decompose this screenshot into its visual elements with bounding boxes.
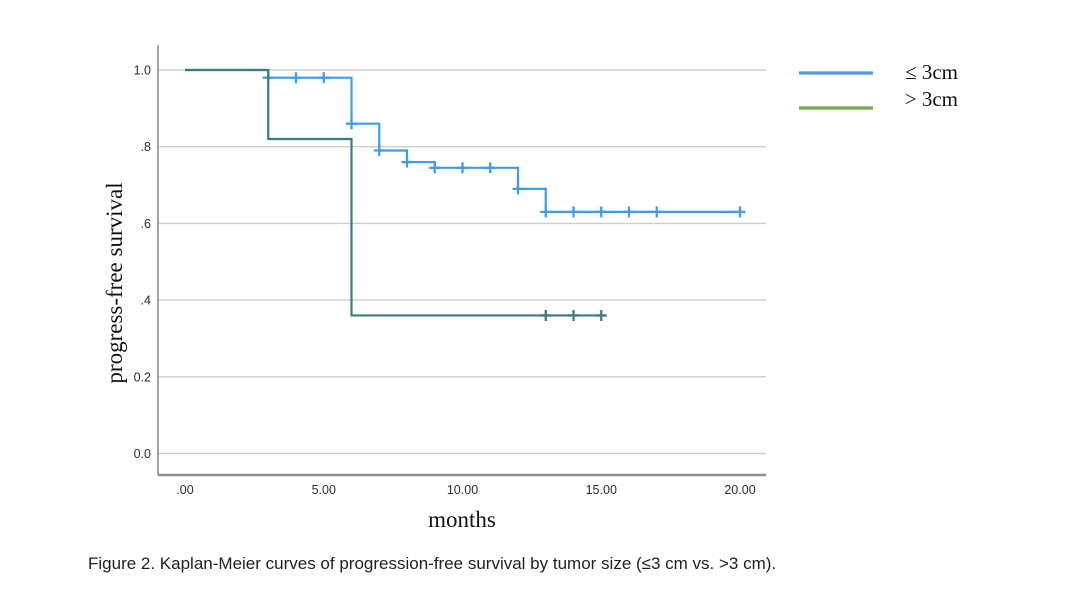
legend-label-lte-3cm: ≤ 3cm [905,60,958,84]
censor-mark [568,206,579,218]
x-tick-label-5.00: 5.00 [312,483,336,497]
x-tick-label-10.00: 10.00 [447,483,478,497]
censor-mark [734,206,746,218]
legend-label-gt-3cm: > 3cm [905,87,958,111]
censor-mark [318,72,330,84]
y-tick-label-.4: .4 [141,294,151,308]
y-tick-label-0.0: 0.0 [134,447,151,461]
y-tick-label-.6: .6 [141,217,151,231]
censor-mark [512,183,524,195]
censor-mark [540,309,552,321]
censor-mark [595,206,607,218]
y-tick-label-.8: .8 [141,140,151,154]
censor-mark [623,206,635,218]
censor-mark [290,72,302,84]
x-tick-label-20.00: 20.00 [724,483,755,497]
censor-mark [540,206,552,218]
y-axis-title: progress-free survival [102,182,127,383]
km-curve-lte-3cm [185,68,740,213]
censor-mark [401,156,413,168]
censor-mark [651,206,663,218]
censor-mark [484,162,496,174]
km-curve-gt-3cm [185,68,602,317]
figure-caption: Figure 2. Kaplan-Meier curves of progres… [88,554,777,573]
survival-curves [185,68,746,321]
y-tick-label-0.2: 0.2 [134,370,151,384]
axes [157,45,766,477]
censor-mark [457,162,468,174]
censor-mark [595,309,607,321]
y-tick-label-1.0: 1.0 [134,64,151,78]
censor-mark [346,118,357,130]
x-tick-label-15.00: 15.00 [586,483,617,497]
x-tick-label-.00: .00 [176,483,193,497]
gridlines [158,69,766,455]
censor-mark [373,145,385,157]
tick-labels: 1.0 .8 .6 .4 0.2 0.0 .00 5.00 10.00 15.00 20.00 [134,64,756,498]
x-axis-title: months [428,507,496,532]
km-chart: 1.0 .8 .6 .4 0.2 0.0 .00 5.00 10.00 15.00 20.00 ≤ … [102,45,958,532]
legend: ≤ 3cm > 3cm [799,60,958,111]
censor-mark [568,309,579,321]
censor-mark [429,162,441,174]
